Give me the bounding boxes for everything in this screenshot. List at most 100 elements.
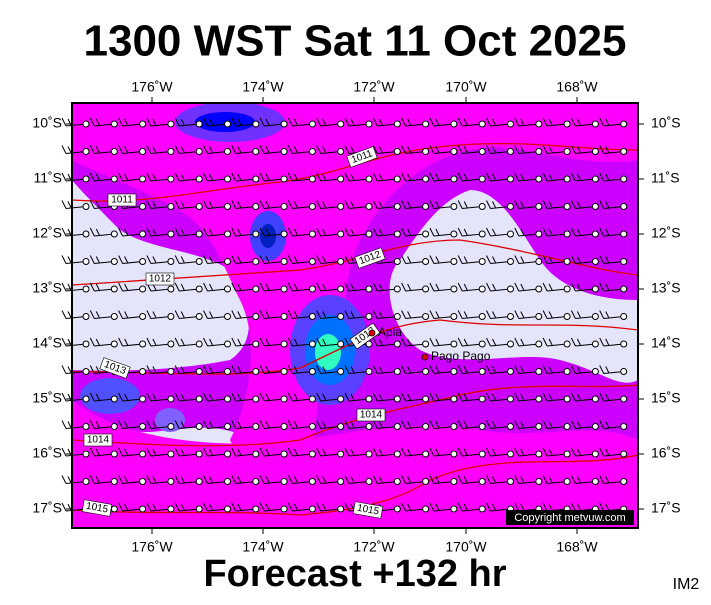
lat-label: 17˚S [651,500,681,516]
barb-station [535,313,543,320]
isobar-label-group: 1014 [356,408,386,422]
lon-label: 172˚W [353,539,395,555]
barb-station [591,423,599,430]
barb-station [393,148,401,155]
barb-station [422,423,430,430]
barb-station [393,395,401,403]
barb-station [139,368,147,375]
isobar-label-box [83,433,113,447]
barb-station [337,368,345,375]
lat-label: 13˚S [651,280,681,296]
barb-station [450,285,458,293]
barb-station [478,230,486,238]
map-frame [71,102,639,529]
barb-station [478,203,486,210]
barb-station [393,313,401,320]
title: 1300 WST Sat 11 Oct 2025 [84,17,627,66]
barb-station [195,203,203,210]
barb-station [535,368,543,375]
barb-station [195,285,203,293]
barb-station [337,505,345,513]
lon-label: 176˚W [131,79,173,95]
barb-station [393,285,401,293]
barb-station [478,313,486,320]
barb-station [450,258,458,265]
barb-station [195,313,203,320]
barb-station [450,505,458,513]
barb-station [365,340,373,348]
barb-station [535,450,543,458]
barb-station [308,368,316,375]
isobar-label-box [354,247,386,269]
barb-station [308,395,316,403]
barb-station [478,505,486,513]
barb-station [563,478,571,485]
barb-station [280,368,288,375]
lat-label: 14˚S [651,335,681,351]
barb-station [563,340,571,348]
barb-station [224,450,231,458]
barb-station [563,230,571,238]
barb-station [252,230,260,238]
barb-station [365,423,373,430]
barb-station [450,203,458,210]
barb-station [167,285,175,293]
barb-station [591,340,599,348]
barb-station [224,505,231,513]
barb-station [450,313,458,320]
barb-station [422,230,430,238]
barb-station [422,313,430,320]
lat-label: 15˚S [651,390,681,406]
barb-station [337,148,345,155]
barb-station [110,285,118,293]
barb-station [110,423,118,430]
barb-station [393,423,401,430]
barb-station [535,148,543,155]
barb-station [563,450,571,458]
barb-station [110,450,118,458]
barb-station [308,505,316,513]
barb-station [563,313,571,320]
barb-station [535,175,543,183]
barb-station [535,230,543,238]
barb-station [224,313,231,320]
barb-station [393,368,401,375]
barb-station [308,450,316,458]
barb-station [365,478,373,485]
barb-station [139,395,147,403]
barb-station [422,258,430,265]
barb-station [252,175,260,183]
barb-station [422,175,430,183]
copyright-box [506,510,634,525]
place-marker [368,329,376,337]
barb-station [507,395,514,403]
barb-station [167,478,175,485]
barb-station [620,120,628,128]
barb-station [139,478,147,485]
barb-station [252,450,260,458]
barb-station [563,395,571,403]
barb-station [252,313,260,320]
barb-station [393,230,401,238]
barb-station [82,285,90,293]
barb-station [422,450,430,458]
barb-station [478,285,486,293]
isobar-label-group: 1012 [145,272,175,286]
lat-label: 15˚S [32,390,62,406]
lat-label: 10˚S [651,115,681,131]
lat-label: 12˚S [32,225,62,241]
barb-station [252,203,260,210]
barb-station [280,120,288,128]
barb-station [450,148,458,155]
barb-station [337,395,345,403]
barb-station [139,258,147,265]
barb-station [139,120,147,128]
barb-station [507,478,514,485]
barb-station [224,285,231,293]
barb-station [280,175,288,183]
barb-station [195,505,203,513]
lon-label: 170˚W [445,79,487,95]
barb-station [195,120,203,128]
barb-station [365,395,373,403]
barb-station [167,120,175,128]
